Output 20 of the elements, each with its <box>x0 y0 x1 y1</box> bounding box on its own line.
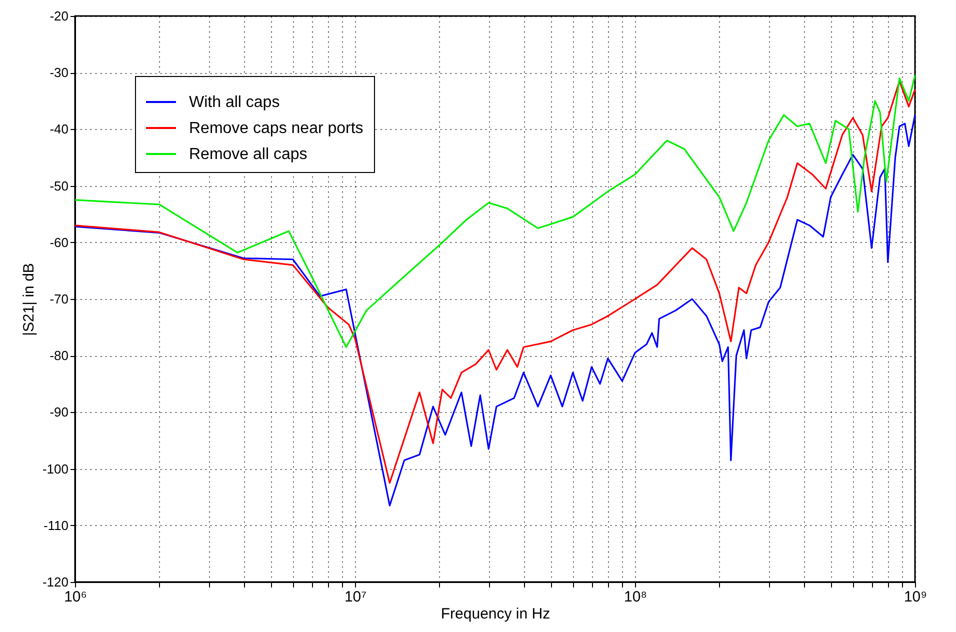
x-tick-label: 10⁸ <box>624 588 648 606</box>
y-tick-label: -90 <box>50 404 68 420</box>
x-tick-label: 10⁹ <box>904 588 928 606</box>
x-axis-title: Frequency in Hz <box>440 606 550 622</box>
legend-label: With all caps <box>189 94 280 111</box>
legend-label: Remove caps near ports <box>189 120 364 137</box>
legend-label: Remove all caps <box>189 146 308 163</box>
x-tick-label: 10⁶ <box>64 588 87 606</box>
y-tick-label: -30 <box>50 65 68 80</box>
y-axis-title: |S21| in dB <box>20 263 38 336</box>
y-tick-label: -110 <box>43 518 68 533</box>
y-tick-label: -120 <box>42 574 68 590</box>
y-tick-label: -80 <box>50 348 68 364</box>
y-tick-label: -60 <box>50 234 68 250</box>
y-tick-label: -100 <box>42 461 68 476</box>
y-tick-label: -40 <box>50 122 68 137</box>
y-tick-label: -50 <box>50 178 68 194</box>
x-tick-label: 10⁷ <box>344 588 367 606</box>
y-tick-label: -20 <box>50 8 68 24</box>
y-tick-label: -70 <box>50 292 68 306</box>
